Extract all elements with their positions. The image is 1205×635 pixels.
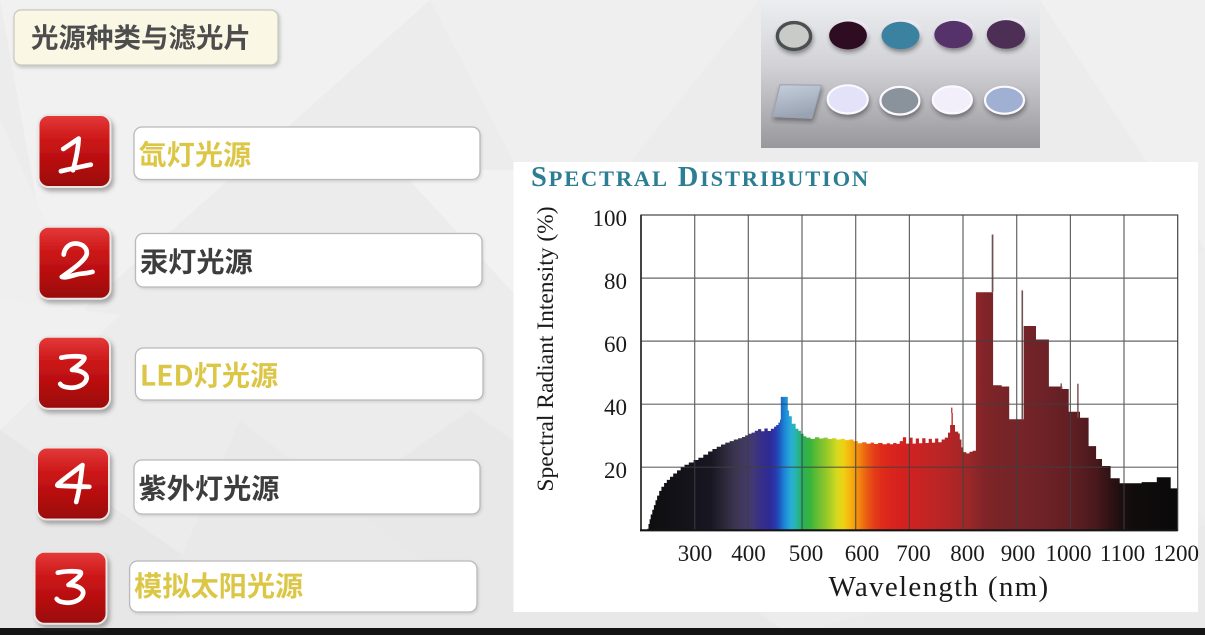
svg-text:40: 40 [604, 395, 627, 420]
svg-text:500: 500 [789, 541, 824, 566]
svg-text:700: 700 [896, 541, 931, 566]
svg-text:800: 800 [950, 541, 985, 566]
svg-text:300: 300 [678, 541, 713, 566]
svg-text:Wavelength (nm): Wavelength (nm) [829, 571, 1050, 603]
svg-text:900: 900 [1001, 541, 1036, 566]
svg-text:Spectral Radiant Intensity (%): Spectral Radiant Intensity (%) [533, 206, 559, 491]
svg-text:20: 20 [604, 458, 627, 483]
svg-text:1100: 1100 [1100, 541, 1145, 566]
svg-text:80: 80 [604, 269, 627, 294]
svg-text:SPECTRAL DISTRIBUTION: SPECTRAL DISTRIBUTION [531, 162, 870, 193]
svg-text:600: 600 [845, 541, 880, 566]
svg-text:400: 400 [731, 541, 766, 566]
svg-text:1200: 1200 [1153, 541, 1199, 566]
svg-text:1000: 1000 [1046, 541, 1092, 566]
svg-text:100: 100 [593, 206, 628, 231]
svg-text:60: 60 [604, 332, 627, 357]
